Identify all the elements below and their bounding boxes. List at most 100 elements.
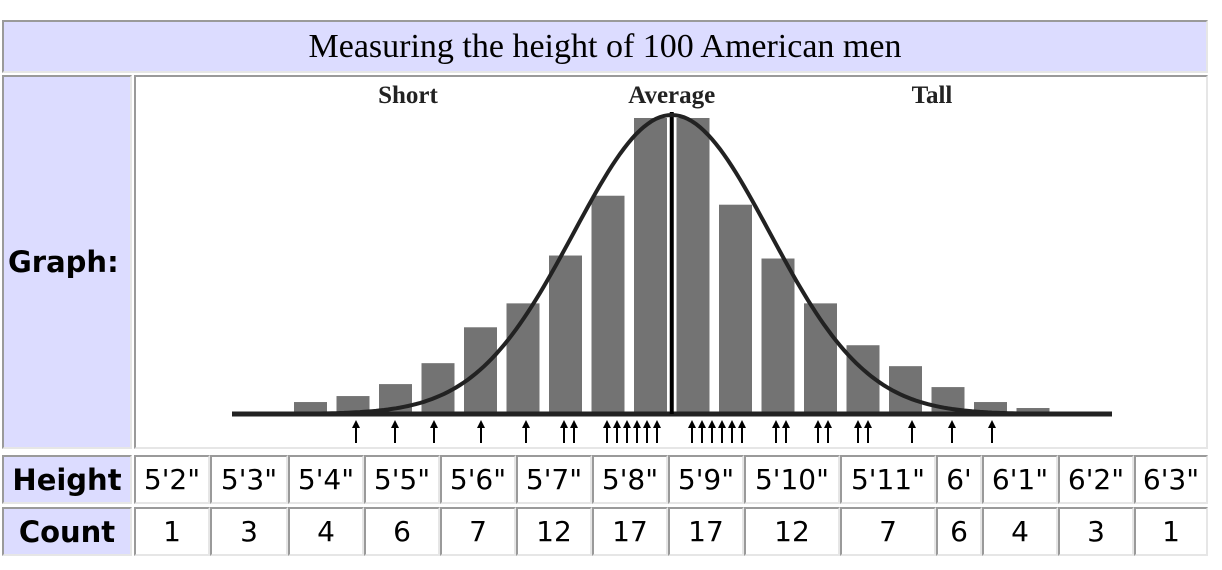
measurement-arrow-head: [613, 420, 621, 428]
region-label: Short: [378, 82, 438, 109]
height-cell: 6'2": [1058, 455, 1134, 504]
measurement-arrow-head: [430, 420, 438, 428]
histogram-bar: [676, 117, 710, 415]
measurement-arrow-head: [522, 420, 530, 428]
region-label: Tall: [912, 82, 953, 109]
histogram-bar: [549, 255, 582, 414]
histogram-bar: [421, 363, 455, 414]
count-cell: 6: [936, 507, 982, 556]
count-cell: 17: [592, 507, 668, 556]
histogram-bar: [761, 258, 795, 414]
count-cell: 7: [840, 507, 936, 556]
measurement-arrow-head: [708, 420, 716, 428]
height-cell: 5'6": [440, 455, 516, 504]
measurement-arrow-head: [948, 420, 956, 428]
measurement-arrow-head: [864, 420, 872, 428]
height-value: 6'3": [1142, 463, 1200, 496]
height-value: 5'2": [143, 463, 201, 496]
measurement-arrow-head: [854, 420, 862, 428]
count-value: 17: [688, 515, 724, 548]
measurement-arrow-head: [477, 420, 485, 428]
height-value: 5'7": [525, 463, 583, 496]
measurement-arrow-head: [738, 420, 746, 428]
region-label: Average: [628, 82, 715, 109]
height-distribution-chart: Short Average Tall: [232, 82, 1112, 443]
height-value: 5'9": [677, 463, 735, 496]
height-cell: 5'7": [516, 455, 592, 504]
height-cell: 5'4": [288, 455, 364, 504]
count-value: 17: [612, 515, 648, 548]
count-cell: 17: [668, 507, 744, 556]
count-cell: 1: [134, 507, 210, 556]
count-cell: 1: [1134, 507, 1208, 556]
height-cell: 5'2": [134, 455, 210, 504]
histogram-bar: [1016, 408, 1050, 414]
height-value: 6'2": [1067, 463, 1125, 496]
height-value: 5'10": [754, 463, 830, 496]
height-value: 5'11": [850, 463, 926, 496]
count-cell: 12: [516, 507, 592, 556]
histogram-bar: [974, 402, 1007, 414]
count-cell: 7: [440, 507, 516, 556]
histogram-bar: [634, 117, 667, 415]
histogram-bar: [336, 396, 370, 414]
table-title: Measuring the height of 100 American men: [308, 27, 902, 65]
measurement-arrow-head: [782, 420, 790, 428]
count-cell: 6: [364, 507, 440, 556]
height-cell: 5'10": [744, 455, 840, 504]
count-cell: 3: [210, 507, 288, 556]
count-label-cell: Count: [2, 507, 132, 556]
measurement-arrow-head: [814, 420, 822, 428]
measurement-arrow-head: [391, 420, 399, 428]
measurement-arrow-head: [988, 420, 996, 428]
count-value: 7: [879, 515, 897, 548]
height-value: 5'8": [601, 463, 659, 496]
count-cell: 12: [744, 507, 840, 556]
count-value: 1: [1162, 515, 1180, 548]
count-label: Count: [18, 514, 116, 549]
table-title-cell: Measuring the height of 100 American men: [2, 20, 1208, 73]
measurement-arrow-head: [908, 420, 916, 428]
graph-label: Graph:: [8, 245, 119, 279]
count-value: 12: [536, 515, 572, 548]
count-value: 12: [774, 515, 810, 548]
count-cell: 4: [982, 507, 1058, 556]
count-value: 4: [1011, 515, 1029, 548]
height-label-cell: Height: [2, 455, 132, 504]
measurement-arrow-head: [772, 420, 780, 428]
count-value: 1: [163, 515, 181, 548]
measurement-arrow-head: [653, 420, 661, 428]
measurement-arrow-head: [688, 420, 696, 428]
height-cell: 6'1": [982, 455, 1058, 504]
height-cell: 5'3": [210, 455, 288, 504]
graph-label-cell: Graph:: [2, 75, 132, 449]
measurement-arrow-head: [728, 420, 736, 428]
count-value: 3: [1087, 515, 1105, 548]
height-cell: 5'5": [364, 455, 440, 504]
histogram-bar: [591, 195, 625, 414]
measurement-arrow-head: [560, 420, 568, 428]
height-value: 5'3": [220, 463, 278, 496]
measurement-arrow-head: [623, 420, 631, 428]
height-cell: 5'9": [668, 455, 744, 504]
height-value: 5'5": [373, 463, 431, 496]
count-cell: 3: [1058, 507, 1134, 556]
height-value: 6': [946, 463, 972, 496]
height-value: 6'1": [991, 463, 1049, 496]
count-value: 6: [950, 515, 968, 548]
measurement-arrow-head: [352, 420, 360, 428]
height-value: 5'6": [449, 463, 507, 496]
count-value: 6: [393, 515, 411, 548]
histogram-bar: [294, 402, 327, 414]
histogram-bar: [719, 204, 752, 414]
count-value: 3: [240, 515, 258, 548]
measurement-arrow-head: [824, 420, 832, 428]
graph-cell: Short Average Tall: [134, 75, 1208, 449]
count-value: 7: [469, 515, 487, 548]
height-cell: 5'8": [592, 455, 668, 504]
height-cell: 6': [936, 455, 982, 504]
count-value: 4: [317, 515, 335, 548]
measurement-arrow-head: [698, 420, 706, 428]
height-cell: 5'11": [840, 455, 936, 504]
